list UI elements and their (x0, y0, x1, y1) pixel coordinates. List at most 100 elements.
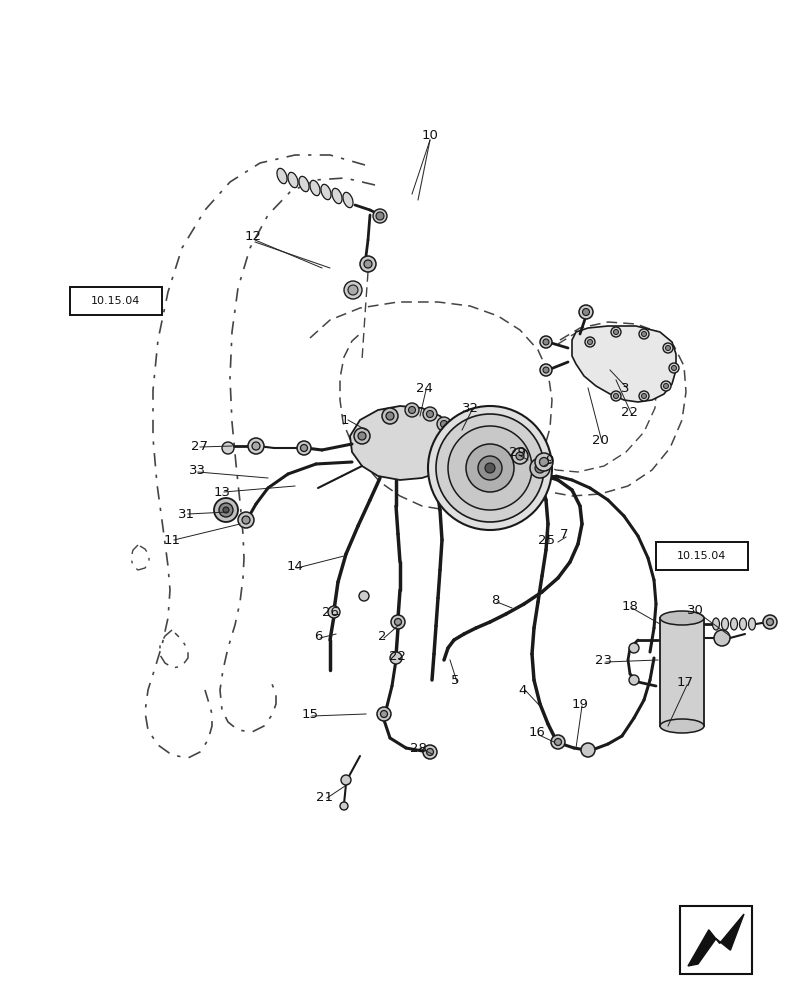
Circle shape (405, 403, 418, 417)
Text: 22: 22 (620, 406, 637, 420)
Text: 18: 18 (620, 599, 637, 612)
Circle shape (581, 308, 589, 316)
Circle shape (436, 414, 543, 522)
Text: 23: 23 (594, 654, 611, 666)
Circle shape (372, 209, 387, 223)
Ellipse shape (730, 618, 736, 630)
Circle shape (584, 337, 594, 347)
Text: 21: 21 (316, 791, 333, 804)
Circle shape (641, 393, 646, 398)
Circle shape (223, 507, 229, 513)
Text: 33: 33 (188, 464, 205, 477)
Text: 27: 27 (191, 440, 208, 454)
Circle shape (539, 336, 551, 348)
Circle shape (668, 363, 678, 373)
Text: 11: 11 (163, 534, 180, 546)
Circle shape (534, 463, 544, 473)
Text: 31: 31 (178, 508, 195, 520)
Circle shape (376, 707, 391, 721)
Circle shape (613, 393, 618, 398)
Circle shape (375, 212, 384, 220)
Circle shape (484, 463, 495, 473)
Text: 26: 26 (321, 605, 338, 618)
Circle shape (238, 512, 254, 528)
Bar (655, 542, 747, 570)
Text: 13: 13 (213, 486, 230, 498)
Circle shape (219, 503, 233, 517)
Circle shape (660, 381, 670, 391)
Circle shape (354, 428, 370, 444)
Circle shape (448, 426, 531, 510)
Text: 10.15.04: 10.15.04 (91, 296, 140, 306)
Circle shape (543, 367, 548, 373)
Ellipse shape (659, 719, 703, 733)
Circle shape (423, 407, 436, 421)
Bar (679, 906, 751, 974)
Circle shape (328, 606, 340, 618)
Circle shape (341, 775, 350, 785)
Circle shape (214, 498, 238, 522)
Ellipse shape (342, 192, 353, 208)
Ellipse shape (332, 188, 341, 204)
Circle shape (665, 346, 670, 351)
Circle shape (348, 285, 358, 295)
Circle shape (554, 738, 561, 746)
Ellipse shape (748, 618, 754, 630)
Text: 10: 10 (421, 129, 438, 142)
Circle shape (344, 281, 362, 299)
Circle shape (408, 406, 415, 414)
Bar (70, 287, 162, 315)
Text: 7: 7 (559, 528, 568, 542)
Text: 5: 5 (450, 674, 459, 686)
Circle shape (551, 735, 564, 749)
Text: 22: 22 (389, 650, 406, 662)
Circle shape (762, 615, 776, 629)
Polygon shape (350, 406, 456, 480)
Text: 29: 29 (508, 446, 525, 460)
Circle shape (663, 383, 667, 388)
Circle shape (530, 458, 549, 478)
Ellipse shape (659, 611, 703, 625)
Circle shape (394, 618, 401, 626)
Circle shape (358, 432, 366, 440)
Circle shape (629, 643, 638, 653)
Text: 4: 4 (518, 684, 526, 696)
Circle shape (247, 438, 264, 454)
Circle shape (436, 417, 450, 431)
Circle shape (515, 452, 523, 460)
Circle shape (766, 618, 773, 626)
Text: 8: 8 (490, 593, 499, 606)
Circle shape (391, 615, 405, 629)
Circle shape (466, 444, 513, 492)
Ellipse shape (711, 618, 719, 630)
Polygon shape (571, 326, 676, 402)
Circle shape (534, 453, 552, 471)
Text: 1: 1 (341, 414, 349, 426)
Circle shape (638, 329, 648, 339)
Circle shape (641, 332, 646, 336)
Circle shape (381, 408, 397, 424)
Bar (659, 618, 703, 726)
Polygon shape (687, 914, 743, 966)
Circle shape (613, 330, 618, 334)
Circle shape (587, 340, 592, 344)
Circle shape (385, 412, 393, 420)
Circle shape (426, 410, 433, 418)
Circle shape (512, 448, 527, 464)
Ellipse shape (320, 184, 331, 200)
Circle shape (380, 710, 387, 718)
Text: 28: 28 (409, 742, 426, 754)
Circle shape (221, 442, 234, 454)
Circle shape (300, 444, 307, 452)
Circle shape (663, 343, 672, 353)
Circle shape (638, 391, 648, 401)
Circle shape (543, 339, 548, 345)
Circle shape (423, 745, 436, 759)
Text: 19: 19 (571, 698, 588, 710)
Ellipse shape (298, 176, 309, 192)
Circle shape (426, 748, 433, 756)
Circle shape (629, 675, 638, 685)
Circle shape (610, 391, 620, 401)
Circle shape (671, 365, 676, 370)
Text: 3: 3 (620, 381, 629, 394)
